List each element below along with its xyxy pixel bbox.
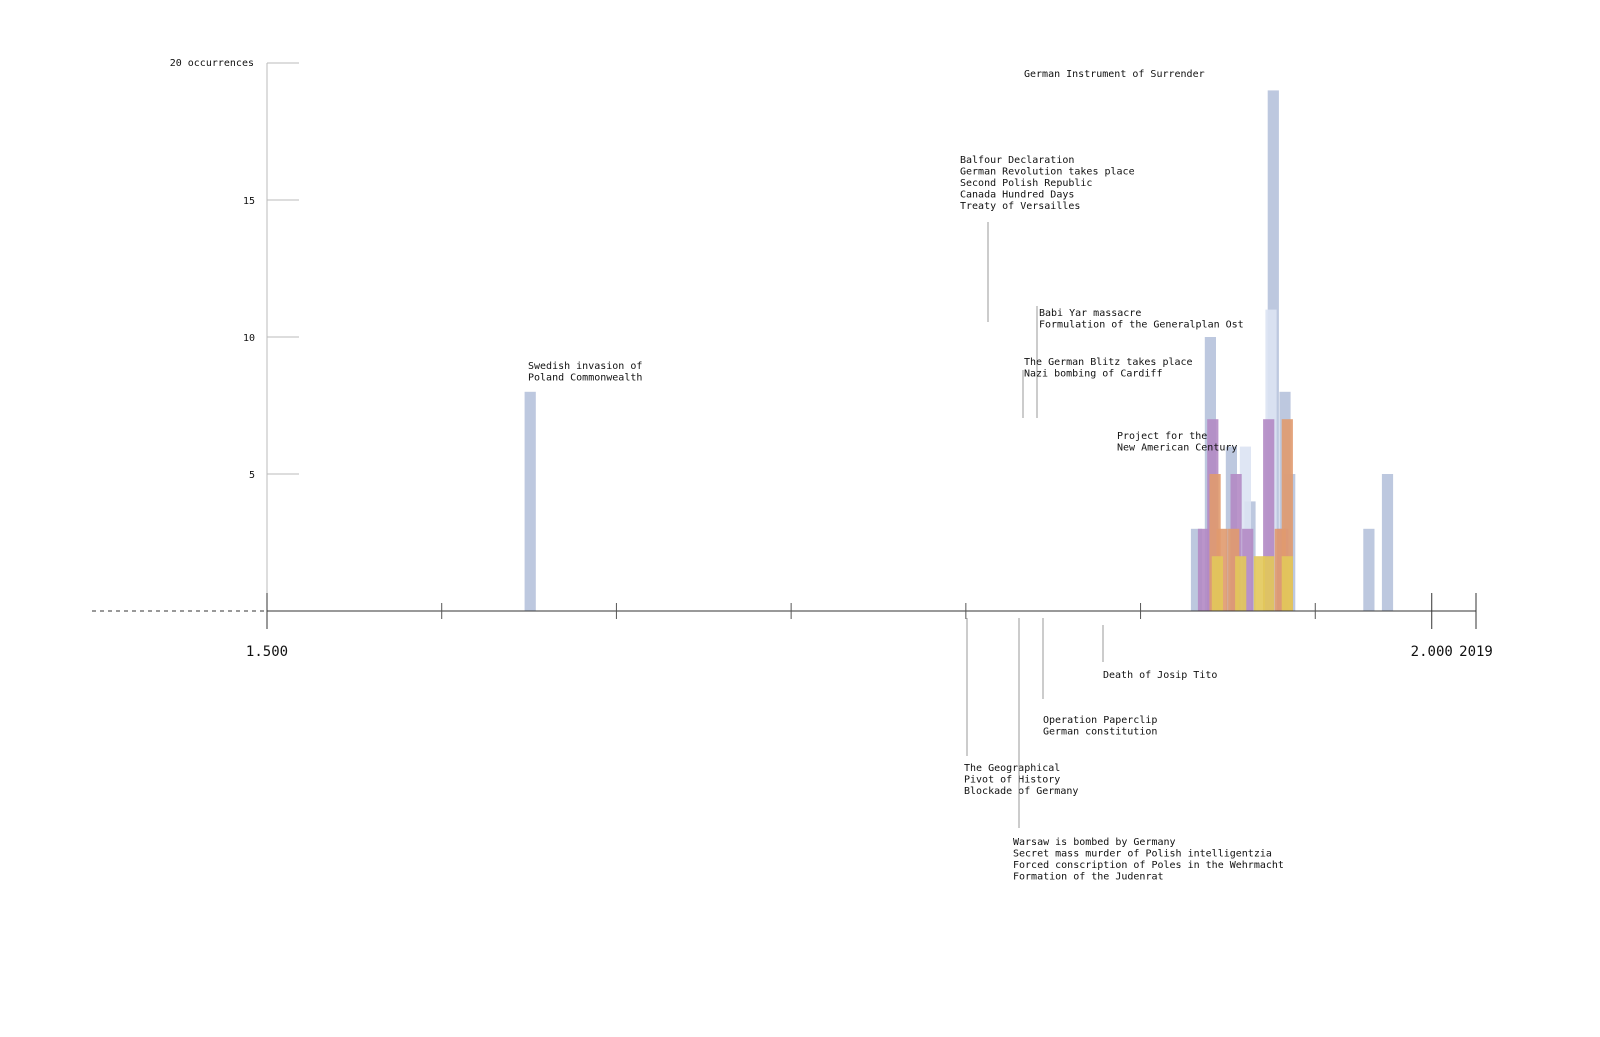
annotation-line: Babi Yar massacre — [1039, 308, 1141, 319]
annotation-line: German constitution — [1043, 727, 1157, 738]
bar-yellow-3 — [1263, 556, 1275, 611]
axes-layer: 20 occurrences 5 10 15 1.500 2.000 2019 — [92, 58, 1493, 660]
annotation-line: Blockade of Germany — [964, 786, 1078, 797]
bar-blue-1 — [1190, 528, 1203, 611]
annotation-line: Pivot of History — [964, 775, 1060, 786]
y-tick-label: 15 — [243, 196, 255, 207]
annotation-line: Poland Commonwealth — [528, 373, 642, 384]
annotation-label: German Instrument of Surrender — [1024, 69, 1205, 80]
annotation-line: The German Blitz takes place — [1024, 357, 1193, 368]
annotation-label: Babi Yar massacre Formulation of the Gene… — [1039, 308, 1244, 331]
y-tick-label: 5 — [249, 470, 255, 481]
bar-orange-4 — [1281, 419, 1293, 611]
annotation-line: Nazi bombing of Cardiff — [1024, 369, 1162, 380]
bar-yellow-1 — [1235, 556, 1247, 611]
annotation-line: Forced conscription of Poles in the Wehr… — [1013, 860, 1284, 871]
annotation-line: Formulation of the Generalplan Ost — [1039, 320, 1244, 331]
annotation-line: Warsaw is bombed by Germany — [1013, 837, 1176, 848]
annotation-label: Project for the New American Century — [1117, 431, 1237, 454]
annotation-line: Canada Hundred Days — [960, 190, 1074, 201]
annotations-layer: Swedish invasion of Poland Commonwealth Ge… — [528, 69, 1284, 883]
y-axis-top-label: 20 occurrences — [170, 58, 254, 69]
bar-orange-3 — [1274, 528, 1286, 611]
annotation-label: Swedish invasion of Poland Commonwealth — [528, 361, 642, 384]
bar-blue-9 — [1363, 528, 1375, 611]
bars-layer — [524, 90, 1394, 611]
annotation-label: Warsaw is bombed by Germany Secret mass m… — [1013, 837, 1284, 883]
annotation-label: Operation Paperclip German constitution — [1043, 715, 1157, 738]
annotation-line: German Revolution takes place — [960, 167, 1135, 178]
bar-orange-2 — [1228, 528, 1240, 611]
bar-orange-0 — [1209, 474, 1221, 611]
annotation-line: Formation of the Judenrat — [1013, 872, 1164, 883]
annotation-line: Operation Paperclip — [1043, 715, 1157, 726]
annotation-line: Project for the — [1117, 431, 1207, 442]
y-tick-label: 10 — [243, 333, 255, 344]
annotation-label: Death of Josip Tito — [1103, 670, 1217, 681]
bar-yellow-4 — [1281, 556, 1293, 611]
annotation-label: The Geographical Pivot of History Blockade… — [964, 763, 1078, 797]
annotation-line: Death of Josip Tito — [1103, 670, 1217, 681]
x-tick-label: 2.000 — [1411, 644, 1453, 660]
bar-purple-0 — [1197, 528, 1210, 611]
annotation-line: The Geographical — [964, 763, 1060, 774]
bar-yellow-2 — [1253, 556, 1265, 611]
annotation-line: Swedish invasion of — [528, 361, 642, 372]
annotation-line: German Instrument of Surrender — [1024, 69, 1205, 80]
annotation-line: Second Polish Republic — [960, 178, 1092, 189]
annotation-line: Treaty of Versailles — [960, 201, 1080, 212]
annotation-label: Balfour Declaration German Revolution tak… — [960, 155, 1135, 212]
bar-purple-3 — [1242, 528, 1254, 611]
annotation-label: The German Blitz takes place Nazi bombing… — [1024, 357, 1193, 380]
bar-blue-0 — [524, 391, 536, 611]
annotation-line: Secret mass murder of Polish intelligent… — [1013, 849, 1272, 860]
annotation-line: Balfour Declaration — [960, 155, 1074, 166]
bar-purple-4 — [1263, 419, 1275, 611]
x-tick-label: 1.500 — [246, 644, 288, 660]
bar-blue-10 — [1381, 474, 1394, 611]
x-tick-label: 2019 — [1459, 644, 1493, 660]
annotation-line: New American Century — [1117, 443, 1237, 454]
bar-yellow-0 — [1211, 556, 1223, 611]
